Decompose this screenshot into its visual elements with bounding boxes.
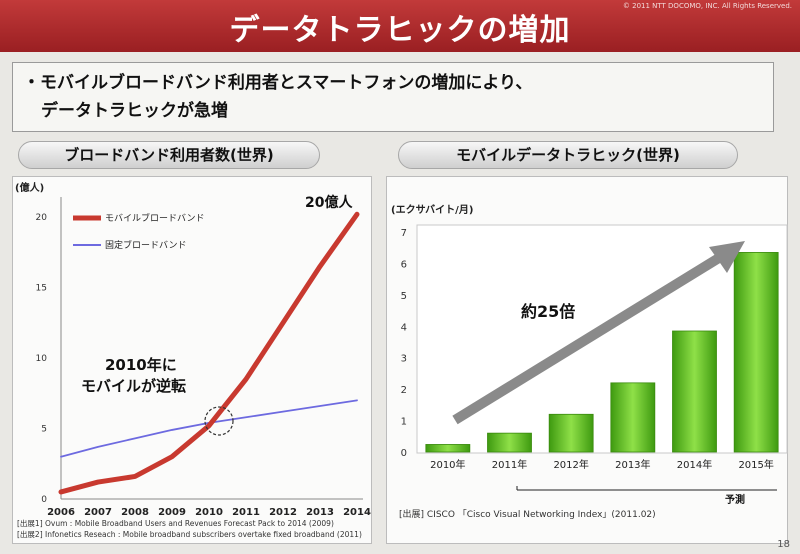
- crossover-annotation-1: 2010年に: [105, 356, 177, 374]
- left-y-tick: 10: [36, 354, 48, 364]
- copyright-notice: © 2011 NTT DOCOMO, INC. All Rights Reser…: [622, 2, 792, 10]
- right-x-tick: 2010年: [430, 458, 465, 471]
- left-x-tick: 2014: [343, 507, 371, 518]
- right-x-tick: 2013年: [615, 458, 650, 471]
- bullet-line-1: ・モバイルブロードバンド利用者とスマートフォンの増加により、: [23, 73, 533, 93]
- growth-arrow-head: [709, 241, 745, 273]
- source-line-2: [出展2] Infonetics Reseach : Mobile broadb…: [17, 529, 362, 539]
- right-y-tick: 3: [401, 354, 407, 365]
- left-x-tick: 2012: [269, 507, 297, 518]
- right-y-unit: (エクサバイト/月): [391, 204, 473, 216]
- forecast-label: 予測: [725, 493, 745, 506]
- left-x-tick: 2008: [121, 507, 149, 518]
- bar-2012年: [548, 413, 594, 453]
- right-y-tick: 6: [401, 259, 407, 270]
- bar-2015年: [733, 252, 779, 453]
- left-x-tick: 2007: [84, 507, 112, 518]
- bar-2010年: [425, 444, 471, 453]
- page-number: 18: [777, 539, 790, 550]
- bar-2013年: [610, 382, 656, 453]
- left-x-tick: 2006: [47, 507, 75, 518]
- right-y-tick: 1: [401, 417, 407, 428]
- left-x-tick: 2009: [158, 507, 186, 518]
- title-bar: データトラヒックの増加 © 2011 NTT DOCOMO, INC. All …: [0, 0, 800, 52]
- right-source: [出展] CISCO 「Cisco Visual Networking Inde…: [399, 508, 656, 520]
- right-y-tick: 0: [401, 448, 407, 459]
- bar-2011年: [487, 432, 532, 453]
- right-x-tick: 2012年: [553, 458, 588, 471]
- left-chart-panel: (億人) 0 5 10 15 20 2006 2007 2008 2009 2010 2011 20…: [12, 176, 372, 544]
- legend-label-mobile: モバイルブロードバンド: [105, 212, 204, 224]
- right-x-tick: 2015年: [738, 458, 773, 471]
- left-y-tick: 0: [41, 495, 47, 505]
- legend-label-fixed: 固定ブロードバンド: [105, 239, 186, 251]
- right-x-tick: 2014年: [677, 458, 712, 471]
- left-x-tick: 2013: [306, 507, 334, 518]
- right-chart-heading: モバイルデータトラヒック(世界): [398, 141, 738, 169]
- right-chart-panel: (エクサバイト/月) 0 1 2 3 4 5 6 7 2010年 2011年 2012年 2013年…: [386, 176, 788, 544]
- bullet-box: ・モバイルブロードバンド利用者とスマートフォンの増加により、 データトラヒックが…: [12, 62, 774, 132]
- left-x-tick: 2010: [195, 507, 223, 518]
- slide-title: データトラヒックの増加: [229, 13, 571, 48]
- right-y-tick: 5: [401, 291, 407, 302]
- right-x-tick: 2011年: [492, 458, 527, 471]
- left-y-unit: (億人): [15, 181, 44, 194]
- right-y-tick: 7: [401, 228, 407, 239]
- left-y-tick: 15: [36, 284, 47, 294]
- bullet-line-2: データトラヒックが急増: [41, 101, 228, 121]
- left-x-tick: 2011: [232, 507, 260, 518]
- crossover-circle: [204, 406, 234, 436]
- left-y-tick: 20: [36, 213, 48, 223]
- series-mobile-broadband-line: [58, 211, 360, 495]
- source-line-1: [出展1] Ovum : Mobile Broadband Users and …: [17, 518, 334, 528]
- crossover-annotation-2: モバイルが逆転: [81, 377, 186, 395]
- left-y-tick: 5: [41, 425, 47, 435]
- right-y-tick: 2: [401, 385, 407, 396]
- growth-annotation: 約25倍: [521, 302, 575, 321]
- callout-20oku: 20億人: [305, 194, 353, 211]
- line-chart: (億人) 0 5 10 15 20 2006 2007 2008 2009 2010 2011 20…: [15, 181, 371, 539]
- left-chart-heading: ブロードバンド利用者数(世界): [18, 141, 320, 169]
- growth-arrow-shaft: [452, 248, 730, 425]
- bar-2014年: [672, 330, 717, 453]
- bar-chart: (エクサバイト/月) 0 1 2 3 4 5 6 7 2010年 2011年 2012年 2013年…: [391, 204, 788, 520]
- right-y-tick: 4: [401, 322, 407, 333]
